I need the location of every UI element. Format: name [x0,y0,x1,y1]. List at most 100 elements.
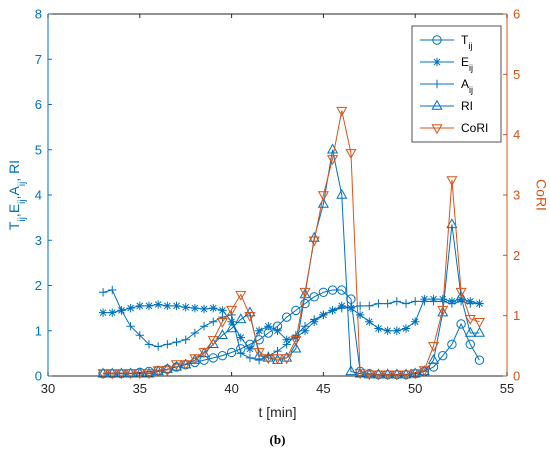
data-point [135,331,144,340]
data-point [365,317,374,326]
data-point [336,188,348,199]
data-point [199,304,209,314]
legend-label: RI [461,99,473,113]
y-right-tick-label: 6 [513,7,520,22]
data-point [328,306,337,315]
data-point [392,297,402,306]
legend-label: Aij [461,77,473,95]
data-point [354,367,366,378]
data-point [216,318,228,328]
figure-caption: (b) [270,432,286,447]
legend-label-subscript: ij [468,41,472,51]
data-point [474,355,485,365]
data-point [401,324,411,333]
legend-label: Eij [461,55,473,73]
data-point [281,312,292,322]
data-point [218,306,227,315]
x-tick-label: 35 [133,381,147,396]
data-point [337,285,347,295]
legend-label: Tij [461,33,472,51]
data-point [172,301,181,311]
data-point [420,297,429,306]
y-label-part: T [6,221,22,230]
series-line [103,149,480,376]
data-point [428,342,440,353]
data-point [345,365,357,376]
y-label-subscript: ij [17,199,28,203]
data-point [363,370,375,381]
data-point [144,340,154,349]
data-point [144,301,154,311]
data-point [354,369,366,380]
data-point [317,191,329,202]
y-label-subscript: ij [17,217,28,221]
data-point [411,297,420,306]
data-point [391,368,403,379]
data-point [455,290,467,301]
data-point [253,349,265,360]
data-point [253,348,265,359]
data-point [290,342,302,353]
data-point [135,301,144,311]
y-left-tick-label: 1 [35,323,42,338]
data-point [227,317,236,326]
x-tick-label: 45 [316,381,330,396]
data-point [282,335,291,344]
series-e-ij [98,294,484,354]
series-cori [97,106,486,381]
data-point [429,297,438,306]
y-left-tick-label: 0 [35,369,42,384]
data-point [217,350,228,361]
data-point [327,155,339,166]
data-point [281,351,293,362]
data-point [245,353,255,363]
y-label-subscript: ij [17,182,28,186]
y-label-part: , RI [6,160,22,182]
data-point [327,285,338,295]
data-point [163,340,172,349]
data-point [198,348,210,359]
y-left-tick-label: 3 [35,233,42,248]
data-point [392,326,402,335]
y-axis-right-label: CoRI [533,179,549,211]
data-point [245,344,255,354]
series-ri [97,143,486,379]
y-left-tick-label: 4 [35,188,42,203]
data-point [382,368,394,379]
series-layer [97,106,486,381]
data-point [98,288,108,297]
data-point [180,360,192,371]
data-point [299,287,311,298]
data-point [143,369,155,380]
legend-label-subscript: ij [469,85,473,95]
data-point [473,318,486,328]
data-point [337,303,346,313]
data-point [300,298,310,309]
data-point [372,370,385,381]
x-axis-label: t [min] [258,404,296,420]
data-point [409,367,421,378]
data-point [199,355,209,365]
data-point [207,336,219,347]
data-point [473,326,486,337]
data-point [181,335,190,344]
data-point [309,292,319,302]
data-point [455,287,467,298]
y-axis-left-label: Tij,Eij,Aij, RI [6,160,28,230]
y-right-tick-label: 1 [513,308,520,323]
x-tick-label: 50 [408,381,422,396]
data-point [152,366,164,377]
data-point [464,314,476,325]
data-point [97,369,109,380]
data-point [465,339,475,350]
y-right-tick-label: 4 [513,127,520,142]
data-point [98,308,108,317]
data-point [262,354,274,365]
data-point [226,305,238,316]
legend-marker [432,79,442,89]
data-point [319,310,328,320]
y-label-part: ,A [6,185,22,199]
legend-label-main: T [461,33,469,47]
data-point [170,360,183,371]
y-left-tick-label: 8 [35,7,42,22]
